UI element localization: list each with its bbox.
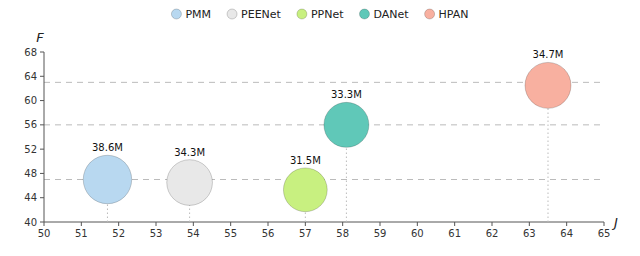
x-tick [380,222,381,226]
x-tick-label: 56 [262,228,275,239]
x-tick-label: 54 [187,228,200,239]
reference-line [44,82,604,83]
x-tick-label: 62 [486,228,499,239]
data-label: 34.3M [174,147,205,158]
legend-item: PEENet [227,8,282,21]
legend-item: HPAN [425,8,469,21]
legend-label: HPAN [439,8,469,21]
x-tick [305,222,306,226]
x-tick-label: 57 [299,228,312,239]
legend: PMM PEENet PPNet DANet HPAN [171,8,468,21]
y-tick-label: 68 [24,47,37,58]
y-tick [40,149,44,150]
y-tick-label: 44 [24,192,37,203]
x-tick [604,222,605,226]
x-tick-label: 63 [523,228,536,239]
bubble [167,160,213,206]
x-tick [529,222,530,226]
y-tick [40,124,44,125]
x-tick-label: 53 [150,228,163,239]
x-tick [81,222,82,226]
data-label: 34.7M [533,49,564,60]
legend-label: PPNet [311,8,344,21]
plot-area [83,62,571,222]
legend-label: PEENet [241,8,282,21]
x-tick [118,222,119,226]
x-tick [44,222,45,226]
bubble [83,155,131,203]
y-tick [40,197,44,198]
legend-swatch [425,9,435,19]
y-tick [40,173,44,174]
x-tick-label: 65 [598,228,611,239]
y-tick [40,52,44,53]
legend-item: PMM [171,8,211,21]
data-label: 33.3M [331,89,362,100]
bubble [525,62,571,108]
x-tick-label: 64 [560,228,573,239]
data-label: 31.5M [290,155,321,166]
x-axis [44,222,604,223]
legend-swatch [359,9,369,19]
x-tick-label: 51 [75,228,88,239]
x-tick-label: 60 [411,228,424,239]
legend-item: PPNet [297,8,344,21]
x-tick-label: 52 [112,228,125,239]
chart: 50 51 52 53 54 55 56 57 58 59 60 61 62 63 64 65 40 44 48 52… [0,0,640,256]
x-tick-label: 50 [38,228,51,239]
bubble [283,168,327,212]
x-tick-label: 59 [374,228,387,239]
legend-swatch [171,9,181,19]
legend-label: DANet [373,8,409,21]
x-tick-label: 55 [224,228,237,239]
y-tick-label: 40 [24,217,37,228]
x-tick [342,222,343,226]
y-tick-label: 60 [24,95,37,106]
legend-item: DANet [359,8,409,21]
y-tick-label: 52 [24,144,37,155]
y-tick [40,100,44,101]
x-tick [566,222,567,226]
y-tick-label: 48 [24,168,37,179]
x-axis-label: J [611,215,618,230]
x-tick-label: 58 [336,228,349,239]
bubble [324,102,369,147]
y-axis-label: F [36,30,44,45]
x-tick [454,222,455,226]
y-axis [44,52,45,222]
x-tick [193,222,194,226]
x-tick [492,222,493,226]
x-tick [268,222,269,226]
data-label: 38.6M [92,142,123,153]
x-tick [417,222,418,226]
legend-swatch [297,9,307,19]
y-tick [40,222,44,223]
y-tick [40,76,44,77]
data-labels: 38.6M 34.3M 31.5M 33.3M 34.7M [92,49,563,166]
legend-label: PMM [185,8,211,21]
y-tick-label: 56 [24,119,37,130]
y-tick-label: 64 [24,71,37,82]
x-tick [156,222,157,226]
legend-swatch [227,9,237,19]
x-tick [230,222,231,226]
x-tick-label: 61 [448,228,461,239]
